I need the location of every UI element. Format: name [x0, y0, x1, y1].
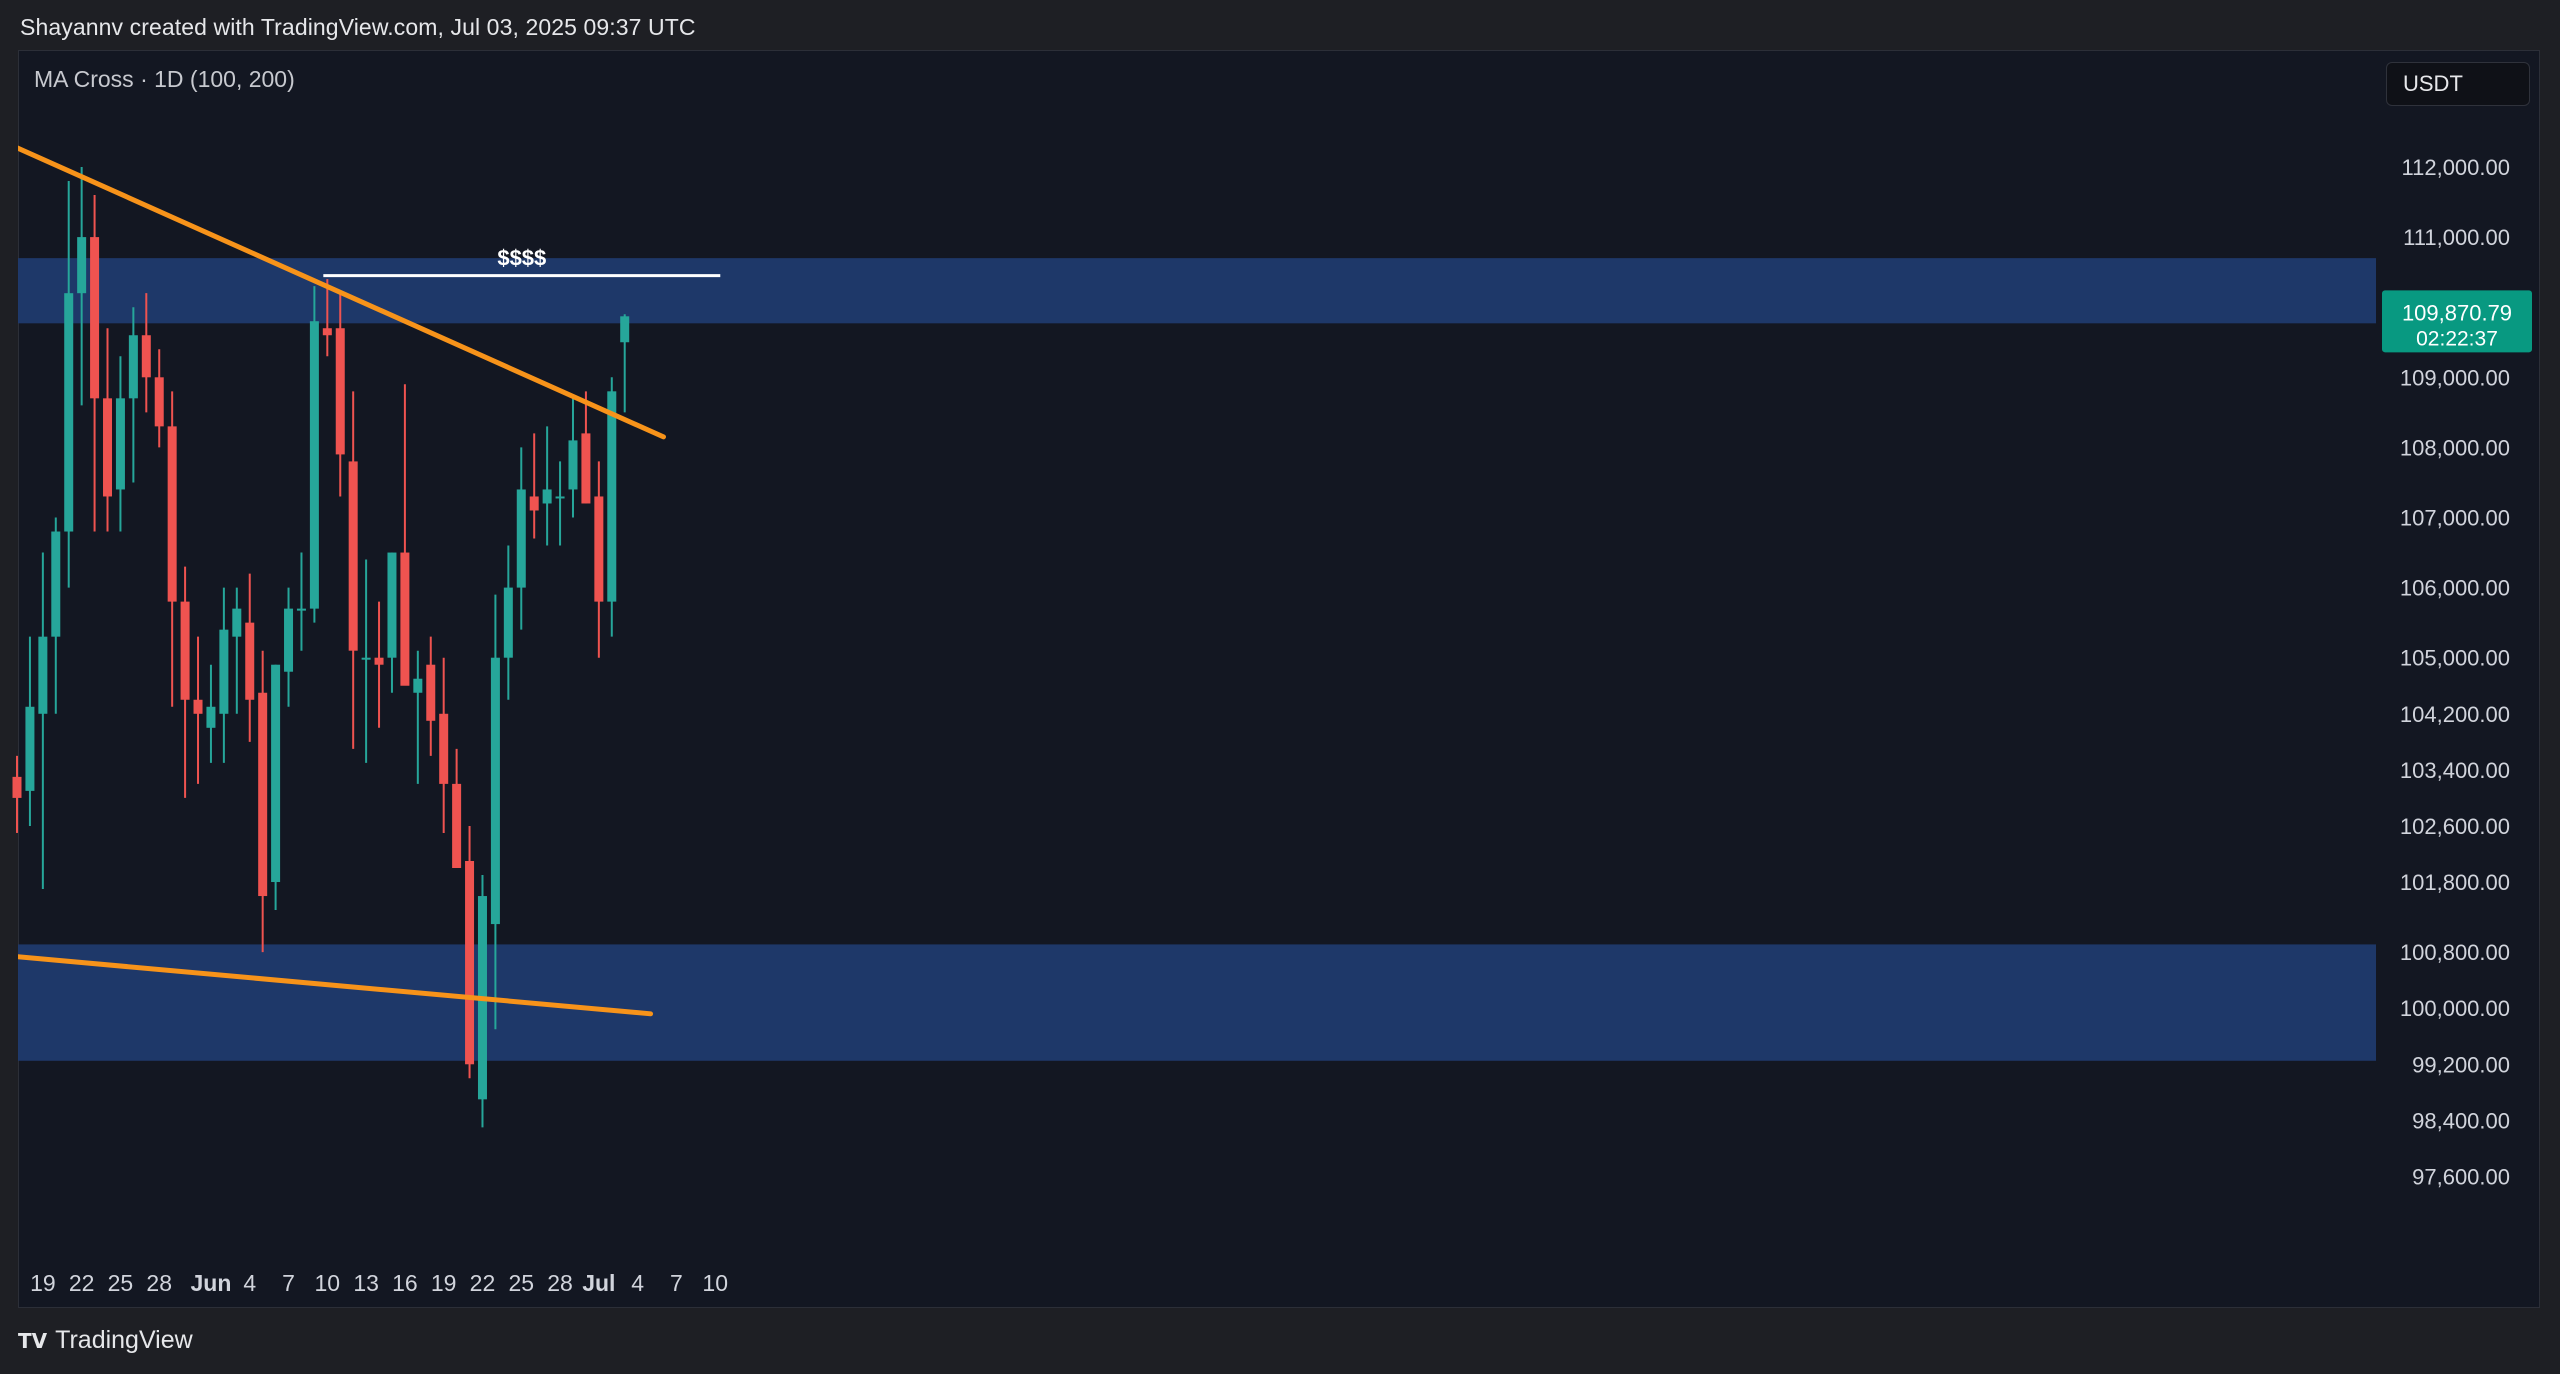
tradingview-logo-icon: TV: [18, 1328, 48, 1353]
candle-body: [51, 531, 61, 637]
x-axis-tick-label: 4: [243, 1270, 256, 1296]
candle-body: [529, 496, 539, 511]
y-axis-tick-label: 105,000.00: [2400, 646, 2510, 671]
candle-body: [128, 335, 138, 399]
x-axis-tick-label: 25: [108, 1270, 134, 1296]
y-axis-tick-label: 107,000.00: [2400, 506, 2510, 531]
candle-body: [219, 629, 229, 714]
x-axis-tick-label: 10: [315, 1270, 341, 1296]
candle-body: [607, 391, 617, 602]
candle-body: [322, 328, 332, 336]
candle-body: [348, 461, 358, 651]
y-axis-tick-label: 103,400.00: [2400, 758, 2510, 783]
candle-body: [542, 489, 552, 504]
candle-body: [503, 587, 513, 658]
y-axis-tick-label: 100,000.00: [2400, 996, 2510, 1021]
current-price-value: 109,870.79: [2402, 300, 2512, 325]
y-axis-tick-label: 106,000.00: [2400, 576, 2510, 601]
candle-body: [232, 608, 242, 637]
y-axis-tick-label: 98,400.00: [2412, 1108, 2510, 1133]
y-axis-tick-label: 101,800.00: [2400, 870, 2510, 895]
candle-body: [439, 713, 449, 784]
candle-body: [180, 601, 190, 700]
candle-body: [154, 377, 164, 427]
candle-body: [309, 321, 319, 609]
x-axis-tick-label: Jun: [191, 1270, 232, 1296]
resistance-label: $$$$: [497, 246, 546, 271]
x-axis-tick-label: 28: [547, 1270, 573, 1296]
candle-body: [361, 657, 371, 660]
x-axis-tick-label: 22: [470, 1270, 496, 1296]
x-axis-tick-label: 25: [508, 1270, 534, 1296]
trendline: [18, 145, 666, 440]
candle-body: [490, 657, 500, 925]
x-axis-tick-label: 22: [69, 1270, 95, 1296]
candle-body: [581, 433, 591, 504]
indicator-label[interactable]: MA Cross · 1D (100, 200): [34, 66, 295, 92]
candle-body: [64, 293, 74, 532]
y-axis-tick-label: 102,600.00: [2400, 814, 2510, 839]
x-axis-tick-label: 16: [392, 1270, 418, 1296]
x-axis-tick-label: 28: [146, 1270, 172, 1296]
candle-body: [90, 237, 100, 399]
candle-body: [115, 398, 125, 490]
y-axis-tick-label: 109,000.00: [2400, 365, 2510, 390]
candle-body: [77, 237, 87, 294]
candle-body: [387, 552, 397, 658]
trendline: [18, 954, 654, 1017]
currency-button[interactable]: USDT: [2386, 62, 2530, 106]
candle-body: [413, 678, 423, 693]
y-axis-tick-label: 97,600.00: [2412, 1164, 2510, 1189]
candle-body: [271, 664, 281, 883]
candle-body: [516, 489, 526, 588]
candle-body: [594, 496, 604, 602]
candle-body: [426, 664, 436, 721]
x-axis-tick-label: 7: [670, 1270, 683, 1296]
candle-body: [296, 608, 306, 611]
x-axis-tick-label: Jul: [582, 1270, 615, 1296]
candle-body: [103, 398, 113, 497]
candle-body: [206, 706, 216, 728]
support-resistance-zone: [18, 944, 2376, 1061]
attribution-text: Shayannv created with TradingView.com, J…: [20, 14, 696, 40]
candle-body: [284, 608, 294, 672]
candle-body: [258, 692, 268, 897]
y-axis-tick-label: 104,200.00: [2400, 702, 2510, 727]
candle-body: [193, 699, 203, 714]
candle-body: [568, 440, 578, 490]
y-axis-tick-label: 99,200.00: [2412, 1052, 2510, 1077]
candle-body: [245, 622, 255, 700]
x-axis-tick-label: 19: [431, 1270, 457, 1296]
candle-body: [465, 860, 475, 1065]
candle-body: [374, 657, 384, 665]
candle-body: [335, 328, 345, 455]
y-axis-tick-label: 100,800.00: [2400, 940, 2510, 965]
y-axis-tick-label: 108,000.00: [2400, 435, 2510, 460]
candle-body: [141, 335, 151, 378]
current-price-tag: [2382, 290, 2532, 353]
x-axis-tick-label: 19: [30, 1270, 56, 1296]
x-axis-tick-label: 4: [631, 1270, 644, 1296]
brand-label: TradingView: [55, 1326, 193, 1354]
x-axis-tick-label: 7: [282, 1270, 295, 1296]
x-axis-tick-label: 13: [353, 1270, 379, 1296]
candle-body: [555, 496, 565, 499]
candle-body: [452, 783, 462, 868]
countdown-value: 02:22:37: [2416, 327, 2498, 350]
y-axis-tick-label: 111,000.00: [2403, 225, 2510, 250]
candle-body: [25, 706, 35, 791]
candle-body: [38, 636, 48, 714]
candle-body: [620, 316, 630, 343]
y-axis-tick-label: 112,000.00: [2402, 155, 2510, 180]
tradingview-logo[interactable]: TV TradingView: [18, 1326, 193, 1355]
candle-body: [167, 426, 177, 602]
candle-body: [400, 552, 410, 686]
support-resistance-zone: [18, 258, 2376, 324]
x-axis-tick-label: 10: [702, 1270, 728, 1296]
candle-body: [12, 776, 22, 798]
